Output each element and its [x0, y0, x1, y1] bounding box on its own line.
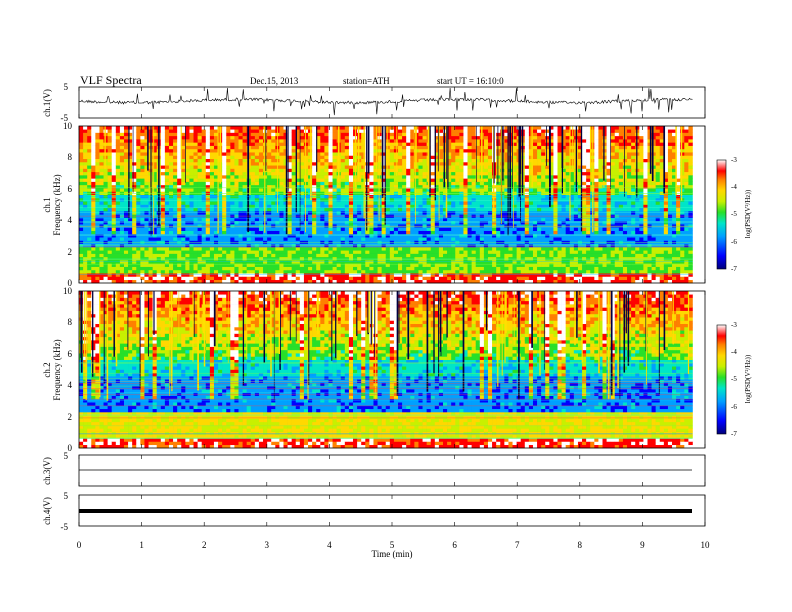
spec1-ytick-0: 0	[68, 278, 73, 288]
colorbar-2: -3 -4 -5 -6 -7 log(PSD(V²/Hz))	[716, 321, 752, 438]
x-axis-tick-labels: 0 1 2 3 4 5 6 7 8 9 10	[77, 540, 710, 550]
x-tick-label-5: 5	[390, 540, 395, 550]
x-tick-label-1: 1	[139, 540, 144, 550]
ch1-spectrogram	[79, 126, 693, 284]
cb1-tick-m4: -4	[731, 183, 737, 191]
cb1-tick-m5: -5	[731, 210, 737, 218]
cb1-tick-m7: -7	[731, 265, 737, 273]
ch4-waveform	[79, 509, 692, 513]
ch2-spectrogram	[79, 291, 693, 449]
spec2-ytick-10: 10	[63, 286, 73, 296]
x-tick-label-7: 7	[515, 540, 520, 550]
spec1-ytick-6: 6	[68, 184, 73, 194]
spec1-ytick-8: 8	[68, 152, 73, 162]
cb2-tick-m5: -5	[731, 375, 737, 383]
cb1-tick-m3: -3	[731, 156, 737, 164]
spec2-ytick-4: 4	[68, 380, 73, 390]
x-tick-label-6: 6	[452, 540, 457, 550]
start-time-label: start UT = 16:10:0	[437, 76, 504, 86]
ch4-ytick-top: 5	[64, 491, 69, 501]
cb1-label: log(PSD(V²/Hz))	[744, 189, 752, 238]
ch4-ytick-bottom: -5	[61, 522, 69, 532]
spec1-ytick-2: 2	[68, 247, 73, 257]
cb2-tick-m7: -7	[731, 430, 737, 438]
ch3-ytick-top: 5	[64, 451, 69, 461]
x-axis-label: Time (min)	[372, 549, 413, 559]
ch3-ylabel: ch.3(V)	[42, 457, 52, 485]
spec2-ytick-2: 2	[68, 412, 73, 422]
cb2-label: log(PSD(V²/Hz))	[744, 354, 752, 403]
spec1-ytick-10: 10	[63, 121, 73, 131]
spec2-ylabel: Frequency (kHz)	[52, 339, 62, 400]
cb1-tick-m6: -6	[731, 238, 737, 246]
ch4-ylabel: ch.4(V)	[42, 497, 52, 525]
ch1-waveform	[78, 87, 693, 116]
ch1-ytick-bottom: -5	[61, 113, 69, 123]
spec1-ytick-4: 4	[68, 215, 73, 225]
date-label: Dec.15, 2013	[250, 76, 299, 86]
spec2-ytick-8: 8	[68, 317, 73, 327]
ch3-wave-frame	[78, 454, 706, 487]
cb2-tick-m4: -4	[731, 348, 737, 356]
station-label: station=ATH	[343, 76, 390, 86]
x-tick-label-4: 4	[327, 540, 332, 550]
spec1-yticks: 0 2 4 6 8 10	[63, 121, 73, 288]
cb2-tick-m6: -6	[731, 403, 737, 411]
x-tick-label-0: 0	[77, 540, 82, 550]
x-axis-ticks	[78, 87, 706, 526]
x-tick-label-3: 3	[265, 540, 270, 550]
spec2-channel-label: ch.2	[42, 362, 52, 377]
spec2-yticks: 0 2 4 6 8 10	[63, 286, 73, 453]
spec1-ylabel: Frequency (kHz)	[52, 174, 62, 235]
ch1-wave-ylabel: ch.1(V)	[42, 89, 52, 117]
x-tick-label-8: 8	[578, 540, 583, 550]
cb2-tick-m3: -3	[731, 321, 737, 329]
spec2-ytick-0: 0	[68, 443, 73, 453]
x-tick-label-10: 10	[701, 540, 711, 550]
x-tick-label-9: 9	[640, 540, 645, 550]
spec1-channel-label: ch.1	[42, 197, 52, 212]
ch1-ytick-top: 5	[64, 82, 69, 92]
figure-title: VLF Spectra	[80, 73, 142, 87]
x-tick-label-2: 2	[202, 540, 207, 550]
spec2-ytick-6: 6	[68, 349, 73, 359]
colorbar-1: -3 -4 -5 -6 -7 log(PSD(V²/Hz))	[716, 156, 752, 273]
